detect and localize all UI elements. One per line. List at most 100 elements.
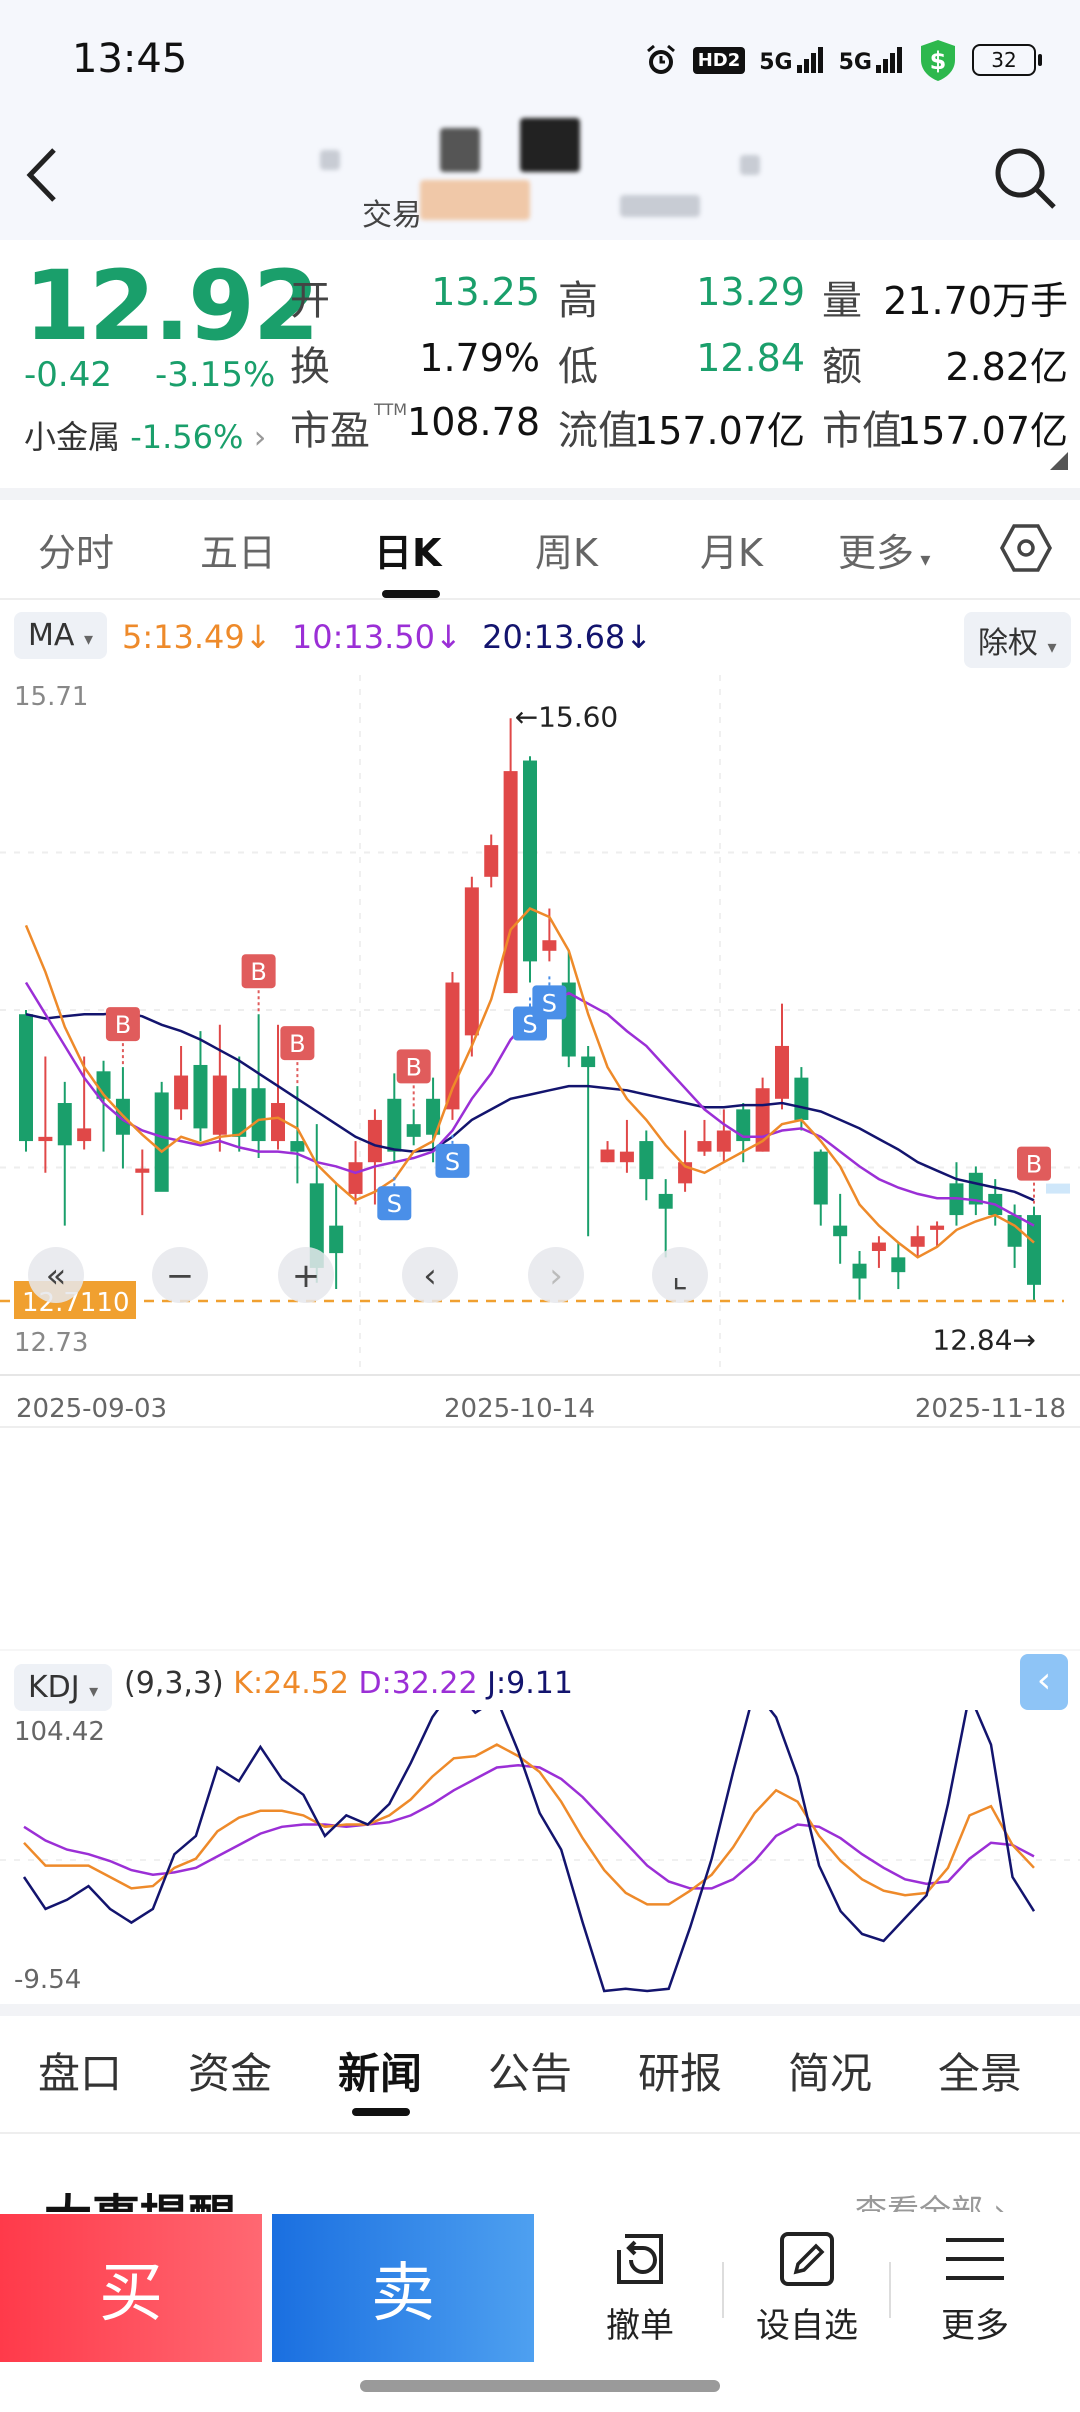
kdj-params: (9,3,3) xyxy=(124,1666,224,1701)
candle-body xyxy=(348,1162,363,1194)
sell-button[interactable]: 卖 xyxy=(272,2214,534,2362)
stock-title-blurred-4 xyxy=(740,155,760,175)
sector-link[interactable]: 小金属 -1.56% › xyxy=(24,412,266,458)
chart-tab-5[interactable]: 更多 ▾ xyxy=(838,522,930,577)
sector-pct: -1.56% xyxy=(130,418,244,456)
security-shield-icon: $ xyxy=(921,40,955,81)
y-min-label: 12.73 xyxy=(14,1328,88,1358)
quote-value-3: 1.79% xyxy=(419,336,540,380)
edit-square-icon xyxy=(780,2232,834,2286)
candle-body xyxy=(464,887,479,1036)
home-indicator[interactable] xyxy=(360,2380,720,2392)
fullscreen-icon: ⌞ xyxy=(672,1256,688,1296)
quote-label-8: 市值 xyxy=(822,408,902,454)
chart-control-fullscreen[interactable]: ⌞ xyxy=(652,1247,708,1303)
quote-label-6: 市盈 xyxy=(290,408,370,454)
news-tab-5[interactable]: 简况 xyxy=(788,2049,873,2098)
ma10-down-arrow-icon: ↓ xyxy=(435,618,462,656)
next-icon: › xyxy=(549,1256,563,1296)
chart-control-collapse-left[interactable]: « xyxy=(28,1247,84,1303)
price-change: -0.42 xyxy=(24,355,112,395)
stock-title-blurred xyxy=(320,150,340,170)
expand-corner-icon[interactable] xyxy=(1050,452,1068,470)
candle-body xyxy=(910,1236,925,1247)
search-icon xyxy=(995,148,1056,209)
quote-label-0: 开 xyxy=(290,278,330,324)
candle-body xyxy=(639,1141,654,1180)
kdj-selector-label: KDJ xyxy=(28,1670,80,1705)
chart-tab-1[interactable]: 五日 xyxy=(200,522,276,577)
adjust-selector[interactable]: 除权 ▾ xyxy=(964,612,1071,668)
sell-label: 卖 xyxy=(371,2257,435,2331)
news-tab-2[interactable]: 新闻 xyxy=(338,2049,423,2098)
candle-body xyxy=(193,1064,208,1129)
signal-label: B xyxy=(1026,1151,1042,1179)
sector-name: 小金属 xyxy=(24,418,121,456)
add-watchlist-button[interactable]: 设自选 xyxy=(742,2230,872,2350)
chart-tab-label: 周K xyxy=(535,531,598,575)
search-button[interactable] xyxy=(992,145,1058,211)
kdj-chart[interactable]: 104.42 -9.54 xyxy=(0,1710,1080,2000)
divider xyxy=(0,488,1080,500)
fullscreen-button-bg xyxy=(652,1247,708,1303)
ma20-line xyxy=(25,1010,1035,1202)
chart-tab-4[interactable]: 月K xyxy=(700,522,763,577)
chart-tab-3[interactable]: 周K xyxy=(535,522,598,577)
more-button[interactable]: 更多 xyxy=(910,2230,1040,2350)
candle-body xyxy=(38,1136,53,1142)
dropdown-caret-icon: ▾ xyxy=(914,547,931,571)
stock-title-blurred-2 xyxy=(440,128,480,172)
watchlist-label: 设自选 xyxy=(756,2306,858,2346)
news-tab-4[interactable]: 研报 xyxy=(638,2049,723,2098)
chart-tab-0[interactable]: 分时 xyxy=(38,522,114,577)
divider xyxy=(0,2004,1080,2016)
price-change-pct: -3.15% xyxy=(155,355,276,395)
x-date-label: 2025-10-14 xyxy=(444,1394,595,1424)
panel-toggle-button[interactable]: ‹ xyxy=(1020,1654,1068,1710)
chart-settings-button[interactable] xyxy=(1000,522,1052,578)
chart-tab-2[interactable]: 日K xyxy=(374,522,441,577)
news-tab-3[interactable]: 公告 xyxy=(488,2049,573,2098)
chart-control-zoom-in[interactable]: + xyxy=(278,1247,334,1303)
quote-label-1: 高 xyxy=(558,278,598,324)
candle-body xyxy=(697,1141,712,1152)
candle-body xyxy=(891,1257,906,1273)
chart-control-next[interactable]: › xyxy=(528,1247,584,1303)
chart-tab-label: 更多 xyxy=(838,531,915,575)
candle-body xyxy=(813,1151,828,1205)
collapse-left-button-bg xyxy=(28,1247,84,1303)
candle-body xyxy=(930,1225,945,1230)
chart-control-prev[interactable]: ‹ xyxy=(402,1247,458,1303)
quote-value-4: 12.84 xyxy=(696,336,805,380)
high-marker: ←15.60 xyxy=(515,700,619,733)
candle-body xyxy=(716,1130,731,1152)
quote-label-sup: TTM xyxy=(374,400,408,419)
menu-icon xyxy=(946,2238,1004,2280)
ma20-value: 20:13.68 xyxy=(482,618,626,656)
buy-button[interactable]: 买 xyxy=(0,2214,262,2362)
news-tab-0[interactable]: 盘口 xyxy=(38,2049,123,2098)
back-button[interactable] xyxy=(22,145,72,205)
signal-badge xyxy=(280,1026,315,1061)
ma5-value: 5:13.49 xyxy=(122,618,245,656)
candle-body xyxy=(1027,1215,1041,1285)
collapse-left-icon: « xyxy=(46,1256,67,1296)
news-tab-1[interactable]: 资金 xyxy=(188,2049,273,2098)
chart-control-zoom-out[interactable]: − xyxy=(152,1247,208,1303)
signal-label: S xyxy=(445,1148,460,1176)
candle-body xyxy=(523,760,537,962)
candle-body xyxy=(619,1151,634,1163)
ma20-down-arrow-icon: ↓ xyxy=(625,618,653,656)
quote-value-2: 21.70万手 xyxy=(883,279,1068,323)
signal-badge xyxy=(377,1186,412,1221)
signal-label: B xyxy=(289,1030,305,1058)
stock-code-blurred xyxy=(420,180,530,220)
buy-label: 买 xyxy=(99,2257,163,2331)
news-tab-6[interactable]: 全景 xyxy=(938,2049,1023,2098)
candle-body xyxy=(57,1103,72,1146)
news-divider xyxy=(0,2132,1080,2134)
cancel-order-button[interactable]: 撤单 xyxy=(575,2230,705,2350)
kdj-selector[interactable]: KDJ ▾ xyxy=(14,1664,113,1711)
ma-selector[interactable]: MA ▾ xyxy=(14,612,107,659)
